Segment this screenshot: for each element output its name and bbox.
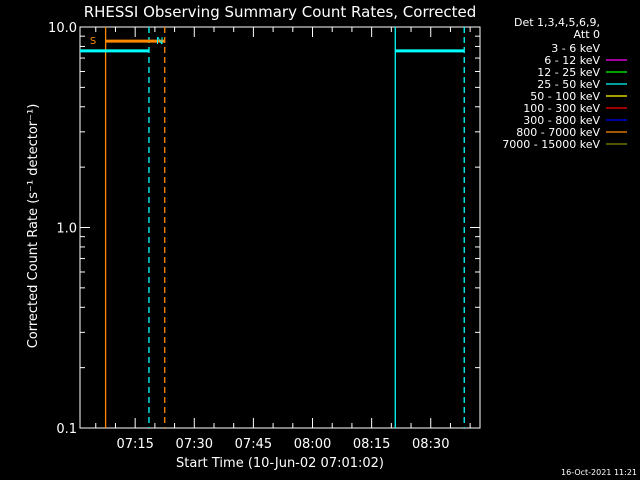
legend-label-2: 12 - 25 keV bbox=[537, 66, 600, 79]
x-axis-label: Start Time (10-Jun-02 07:01:02) bbox=[176, 456, 384, 471]
y-tick-label: 1.0 bbox=[56, 222, 77, 237]
legend-label-0: 3 - 6 keV bbox=[551, 42, 600, 55]
legend-label-7: 800 - 7000 keV bbox=[516, 126, 600, 139]
y-axis-label: Corrected Count Rate (s⁻¹ detector⁻¹) bbox=[26, 104, 41, 349]
legend-label-8: 7000 - 15000 keV bbox=[502, 138, 600, 151]
y-tick-label: 0.1 bbox=[56, 422, 77, 437]
x-tick-label: 08:30 bbox=[412, 437, 449, 452]
x-tick-label: 07:45 bbox=[235, 437, 272, 452]
chart-title: RHESSI Observing Summary Count Rates, Co… bbox=[84, 3, 477, 21]
legend-label-1: 6 - 12 keV bbox=[544, 54, 600, 67]
legend-label-3: 25 - 50 keV bbox=[537, 78, 600, 91]
annotation-s: S bbox=[90, 36, 96, 47]
legend-label-4: 50 - 100 keV bbox=[530, 90, 600, 103]
x-tick-label: 07:30 bbox=[176, 437, 213, 452]
x-tick-label: 07:15 bbox=[116, 437, 153, 452]
y-axis: 0.1 1.0 10.0 bbox=[48, 21, 480, 437]
legend-header-line-0: Det 1,3,4,5,6,9, bbox=[514, 16, 600, 29]
annotation-n: N bbox=[156, 36, 163, 47]
x-tick-label: 08:00 bbox=[294, 437, 331, 452]
x-tick-label: 08:15 bbox=[353, 437, 390, 452]
y-tick-label: 10.0 bbox=[48, 21, 77, 36]
legend-label-6: 300 - 800 keV bbox=[523, 114, 600, 127]
x-axis: 07:15 07:30 07:45 08:00 08:15 08:30 bbox=[95, 27, 471, 452]
legend-label-5: 100 - 300 keV bbox=[523, 102, 600, 115]
legend-header-line-1: Att 0 bbox=[574, 28, 600, 41]
footer-timestamp: 16-Oct-2021 11:21 bbox=[561, 468, 637, 477]
